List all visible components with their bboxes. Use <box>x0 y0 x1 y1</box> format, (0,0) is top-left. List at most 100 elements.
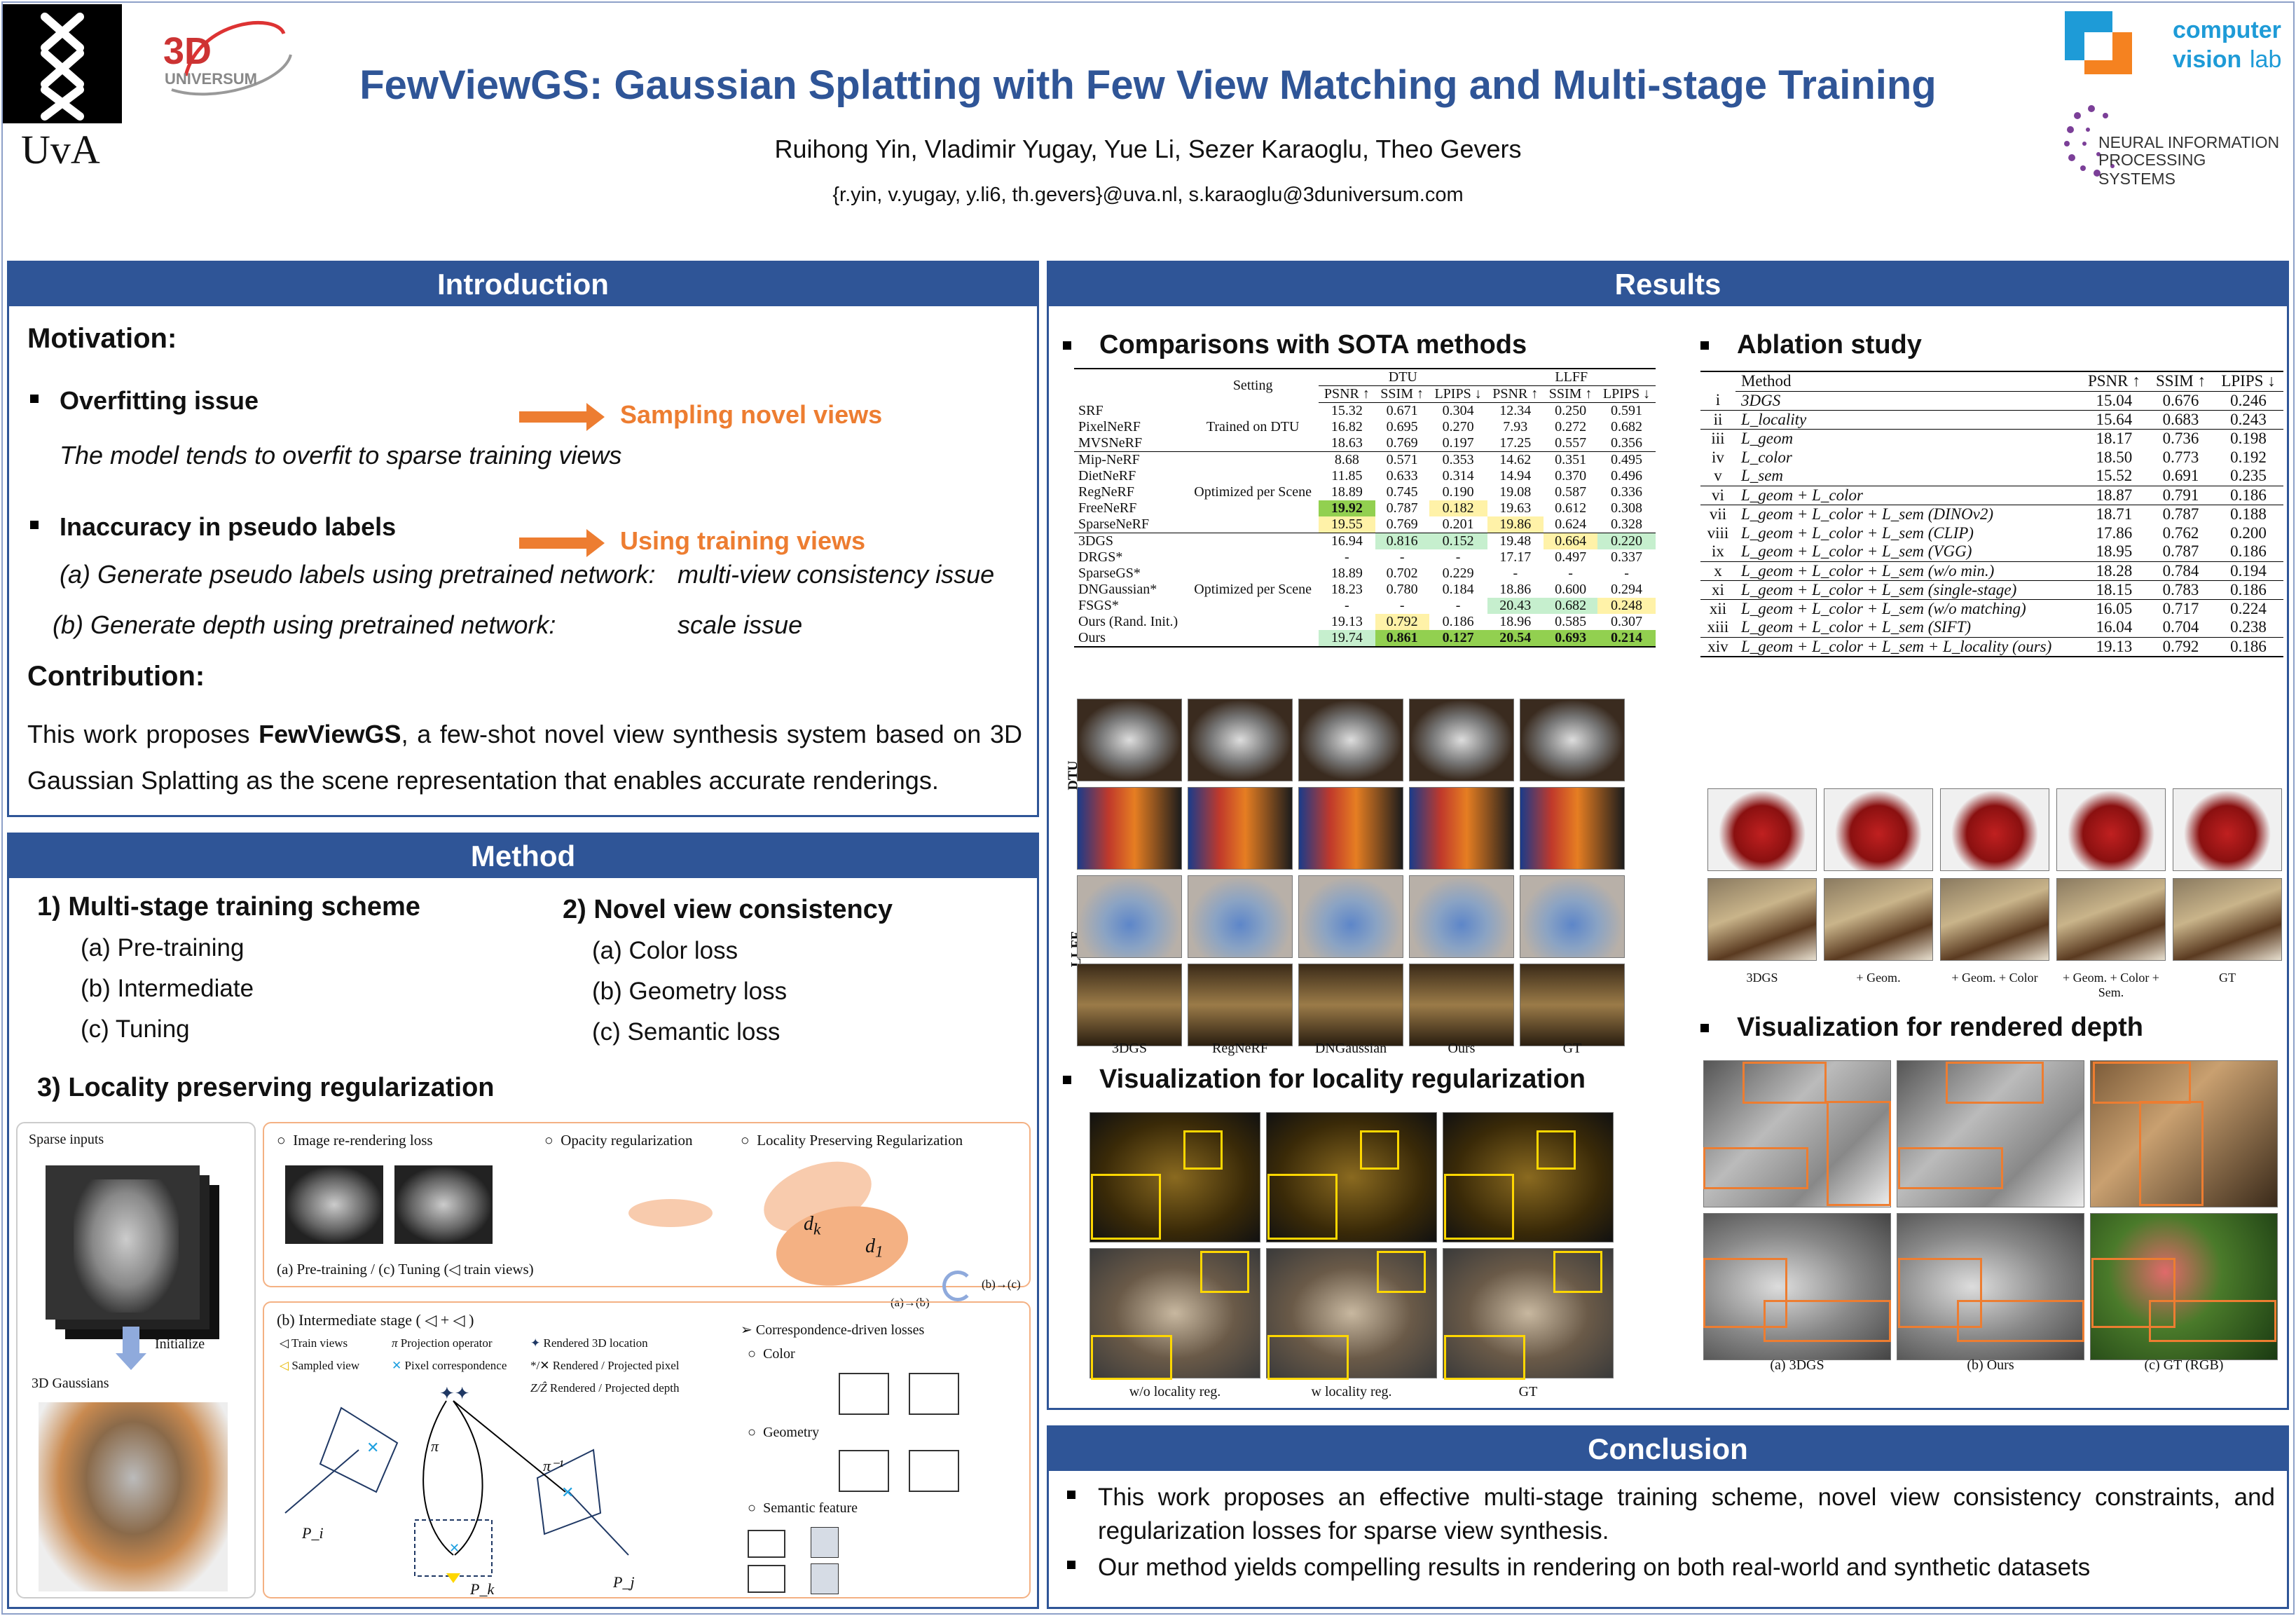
sota-cell: 14.62 <box>1499 452 1532 467</box>
sota-col-head: PSNR ↑ <box>1487 385 1544 403</box>
highlight-box <box>1553 1251 1602 1293</box>
highlight-box <box>1444 1174 1514 1240</box>
bullet-square <box>1700 341 1709 350</box>
abl-cell: 0.186 <box>2230 486 2267 504</box>
highlight-box <box>1946 1062 2044 1104</box>
pi-inv-label: π⁻¹ <box>543 1457 564 1474</box>
sota-cell: 0.351 <box>1555 452 1587 467</box>
highlight-box <box>1537 1130 1576 1170</box>
rend-pix-label: */✕ Rendered / Projected pixel <box>530 1359 680 1373</box>
abl-row: ix L_geom + L_color + L_sem (VGG) 18.95 0.7… <box>1700 542 2283 561</box>
abl-index: xiv <box>1707 637 1728 655</box>
sota-method: FreeNeRF <box>1078 500 1137 516</box>
issue1-desc: The model tends to overfit to sparse tra… <box>60 441 622 470</box>
sota-cell: 7.93 <box>1503 419 1528 434</box>
abl-cell: 0.704 <box>2162 618 2199 636</box>
sota-row: SparseGS* 18.89 0.702 0.229 - - - <box>1074 566 1656 582</box>
image-caption: RegNeRF <box>1212 1041 1268 1056</box>
image-caption: (a) 3DGS <box>1770 1357 1824 1373</box>
result-image <box>1077 964 1182 1046</box>
setting-head: Setting <box>1232 378 1273 394</box>
abl-cell: 0.736 <box>2162 429 2199 447</box>
sota-cell: 18.89 <box>1331 566 1363 581</box>
render-image-1 <box>285 1165 383 1244</box>
abl-index: ii <box>1713 410 1723 428</box>
method-s1-item: (a) Pre-training <box>81 934 245 961</box>
sota-cell: 19.63 <box>1499 500 1532 516</box>
sota-cell: 0.220 <box>1597 533 1656 549</box>
intro-heading: Introduction <box>9 263 1037 306</box>
result-image <box>1298 787 1403 870</box>
sota-cell: 0.186 <box>1442 614 1474 629</box>
image-caption: (c) GT (RGB) <box>2144 1357 2224 1373</box>
abl-cell: 0.238 <box>2230 618 2267 636</box>
sota-cell: 0.695 <box>1386 419 1418 434</box>
abl-cell: 0.792 <box>2162 637 2199 655</box>
bullet-square <box>1063 1076 1071 1084</box>
result-image <box>1077 875 1182 958</box>
logo-3d-big: 3D <box>163 30 212 72</box>
sota-cell: 0.314 <box>1442 468 1474 484</box>
abl-cell: 0.787 <box>2162 542 2199 561</box>
inter-stage-label: (b) Intermediate stage ( ◁ + ◁ ) <box>277 1311 474 1329</box>
abl-row: vi L_geom + L_color 18.87 0.791 0.186 <box>1700 486 2283 505</box>
sota-cell: 17.25 <box>1499 435 1532 451</box>
result-image <box>1077 787 1182 870</box>
neurips-text-1: NEURAL INFORMATION <box>2098 133 2280 151</box>
geom-patch-2 <box>909 1450 959 1492</box>
abl-title: Ablation study <box>1737 330 1922 360</box>
highlight-box <box>1377 1251 1426 1293</box>
sota-cell: 0.591 <box>1611 403 1643 418</box>
sota-cell: 0.624 <box>1555 516 1587 532</box>
sota-cell: 0.612 <box>1555 500 1587 516</box>
highlight-box <box>1444 1335 1525 1380</box>
abl-cell: 15.64 <box>2096 410 2133 428</box>
sota-cell: 0.370 <box>1555 468 1587 484</box>
sem-feat-2 <box>811 1563 839 1594</box>
input-statue-image <box>74 1179 179 1313</box>
result-image <box>1520 875 1625 958</box>
abl-cell: 0.773 <box>2162 448 2199 466</box>
neurips-logo: NEURAL INFORMATION PROCESSING SYSTEMS <box>2056 102 2281 188</box>
sota-method: DNGaussian* <box>1078 582 1157 597</box>
svg-text:✕: ✕ <box>366 1439 379 1456</box>
sota-cell: 19.74 <box>1319 630 1375 646</box>
sota-col-head: SSIM ↑ <box>1544 385 1598 403</box>
abl-cell: 0.235 <box>2230 467 2267 485</box>
result-image <box>2090 1213 2278 1360</box>
abl-cell: 15.04 <box>2096 391 2133 409</box>
highlight-box <box>1957 1300 2084 1342</box>
image-caption: DNGaussian <box>1314 1041 1387 1056</box>
ablation-table: Method PSNR ↑ SSIM ↑ LPIPS ↓ i 3DGS 15.04 0.676… <box>1700 372 2283 656</box>
sota-row: SRF Trained on DTU 15.32 0.671 0.304 12.34 0.2… <box>1074 403 1656 434</box>
method-panel: Method 1) Multi-stage training scheme (a… <box>7 833 1039 1609</box>
gaussians-label: 3D Gaussians <box>32 1376 109 1391</box>
abl-cell: 19.13 <box>2096 637 2133 655</box>
sota-cell: 19.48 <box>1499 533 1532 549</box>
result-image <box>1443 1112 1614 1242</box>
sota-cell: - <box>1345 598 1349 613</box>
sota-cell: 0.272 <box>1555 419 1587 434</box>
abl-row: xiii L_geom + L_color + L_sem (SIFT) 16.04… <box>1700 618 2283 637</box>
sota-cell: 19.08 <box>1499 484 1532 500</box>
abl-cell: 0.791 <box>2162 486 2199 504</box>
depth-title: Visualization for rendered depth <box>1737 1013 2143 1042</box>
sota-cell: 0.214 <box>1597 630 1656 646</box>
cvl-text-1: computer <box>2173 17 2281 43</box>
sota-cell: 0.702 <box>1386 566 1418 581</box>
poster-title: FewViewGS: Gaussian Splatting with Few V… <box>359 62 1937 108</box>
result-image <box>1443 1248 1614 1378</box>
logo-3d-small: UNIVERSUM <box>165 70 258 88</box>
abl-cell: 0.198 <box>2230 429 2267 447</box>
color-patch-2 <box>909 1373 959 1415</box>
pj-cam-label: P_j <box>613 1573 635 1591</box>
result-image <box>1897 1060 2084 1207</box>
issue1-fix: Sampling novel views <box>620 400 883 429</box>
conclusion-heading: Conclusion <box>1049 1427 2287 1471</box>
result-image <box>1089 1248 1260 1378</box>
sota-method: DietNeRF <box>1078 468 1136 484</box>
sota-cell: 0.571 <box>1386 452 1418 467</box>
highlight-box <box>2139 1101 2204 1206</box>
sota-cell: 16.94 <box>1331 533 1363 549</box>
